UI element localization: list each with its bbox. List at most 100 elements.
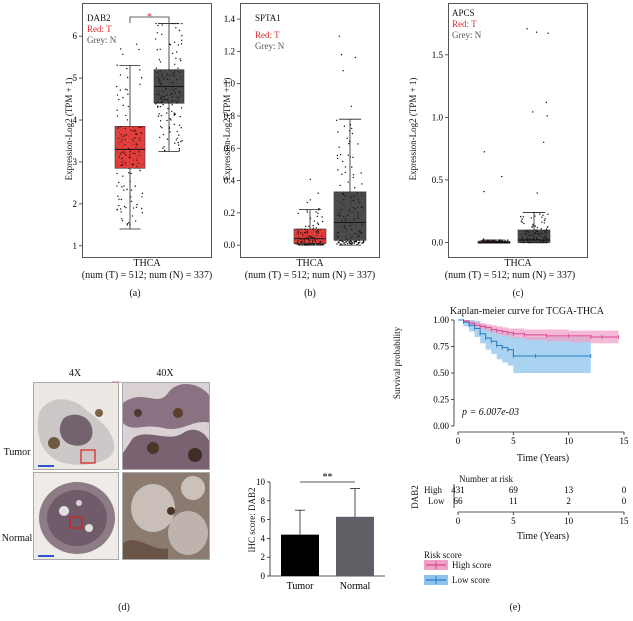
data-point xyxy=(354,56,357,59)
data-point xyxy=(520,220,523,222)
data-point xyxy=(532,238,534,240)
data-point xyxy=(351,166,353,168)
data-point xyxy=(139,83,141,86)
data-point xyxy=(526,236,528,238)
data-point xyxy=(339,184,341,187)
data-point xyxy=(317,230,319,232)
data-point xyxy=(355,240,357,243)
data-point xyxy=(344,171,346,174)
data-point xyxy=(483,151,486,153)
bar-normal xyxy=(336,516,374,576)
risk-x-tick-label: 10 xyxy=(564,516,574,526)
data-point xyxy=(321,216,323,218)
y-tick-label: 6 xyxy=(261,515,266,525)
data-point xyxy=(300,241,302,243)
data-point xyxy=(345,238,347,240)
survival-curve-high xyxy=(458,319,619,338)
data-point xyxy=(135,133,137,135)
y-tick-label: 8 xyxy=(261,496,266,506)
data-point xyxy=(353,218,355,220)
data-point xyxy=(315,227,318,229)
data-point xyxy=(157,24,159,27)
data-point xyxy=(123,189,125,191)
y-tick-label: 10 xyxy=(256,477,266,487)
data-point xyxy=(160,70,162,72)
data-point xyxy=(357,199,359,201)
data-point xyxy=(118,198,120,200)
km-plot: 0.00 0.25 0.50 0.75 1.00 0 5 10 15 xyxy=(433,315,629,446)
data-point xyxy=(154,38,157,40)
data-point xyxy=(505,240,507,243)
y-tick-label: 1.2 xyxy=(224,46,235,56)
data-point xyxy=(297,212,299,215)
data-point xyxy=(357,234,359,236)
data-point xyxy=(309,178,312,181)
micrograph-normal-4x xyxy=(33,472,119,560)
data-point xyxy=(338,35,340,37)
panel-label-a: (a) xyxy=(129,288,141,299)
data-point xyxy=(164,88,166,90)
zoom-guide-lines xyxy=(112,381,122,383)
y-tick-label: 0.50 xyxy=(433,368,449,378)
data-point xyxy=(318,229,320,231)
ylabel-b: Expression-Log2 (TPM + 1) xyxy=(222,77,232,181)
data-point xyxy=(175,27,177,29)
data-point xyxy=(361,194,363,197)
y-tick-label: 1.0 xyxy=(432,112,444,122)
data-point xyxy=(166,73,168,75)
data-point xyxy=(338,146,340,148)
data-point xyxy=(499,241,501,243)
sublabel-c: (num (T) = 512; num (N) = 337) xyxy=(444,270,576,281)
data-point xyxy=(125,114,127,117)
data-point xyxy=(121,161,123,163)
data-point xyxy=(346,242,349,245)
data-point xyxy=(170,119,172,121)
data-point xyxy=(166,112,168,114)
data-point xyxy=(297,231,299,234)
data-point xyxy=(360,222,362,224)
data-point xyxy=(545,230,547,232)
data-point xyxy=(133,130,135,132)
data-point xyxy=(539,240,542,242)
data-point xyxy=(126,119,129,121)
y-tick-label: 1.00 xyxy=(433,315,449,325)
data-point xyxy=(354,187,356,189)
y-tick-label: 0.6 xyxy=(224,143,236,153)
data-point xyxy=(321,235,323,237)
data-point xyxy=(168,69,171,71)
risk-row-high-label: High xyxy=(424,485,442,495)
data-point xyxy=(304,240,306,242)
data-point xyxy=(352,156,354,159)
data-point xyxy=(343,242,345,244)
data-point xyxy=(159,136,161,139)
y-tick-label: 1 xyxy=(73,241,78,251)
data-point xyxy=(178,96,180,98)
data-point xyxy=(161,101,163,103)
data-point xyxy=(156,32,159,34)
data-point xyxy=(345,218,347,220)
data-point xyxy=(519,215,522,218)
data-point xyxy=(341,220,343,222)
data-point xyxy=(534,229,537,231)
data-point xyxy=(159,80,161,82)
risk-table: 431 69 13 066 11 2 00 5 10 15 xyxy=(451,484,629,526)
data-point xyxy=(116,64,118,66)
data-point xyxy=(157,102,159,104)
data-point xyxy=(537,239,539,241)
data-point xyxy=(343,203,345,206)
data-point xyxy=(536,227,539,229)
xlabel-a: THCA xyxy=(133,258,161,269)
data-point xyxy=(120,141,123,143)
data-point xyxy=(158,78,160,80)
legend-high-swatch xyxy=(424,560,448,570)
data-point xyxy=(179,58,181,60)
data-point xyxy=(176,137,178,139)
data-point xyxy=(340,54,343,56)
data-point xyxy=(161,90,163,92)
data-point xyxy=(124,144,126,146)
data-point xyxy=(312,224,314,227)
data-point xyxy=(139,154,141,156)
data-point xyxy=(159,125,162,128)
box-N xyxy=(333,35,367,246)
data-point xyxy=(127,172,130,174)
